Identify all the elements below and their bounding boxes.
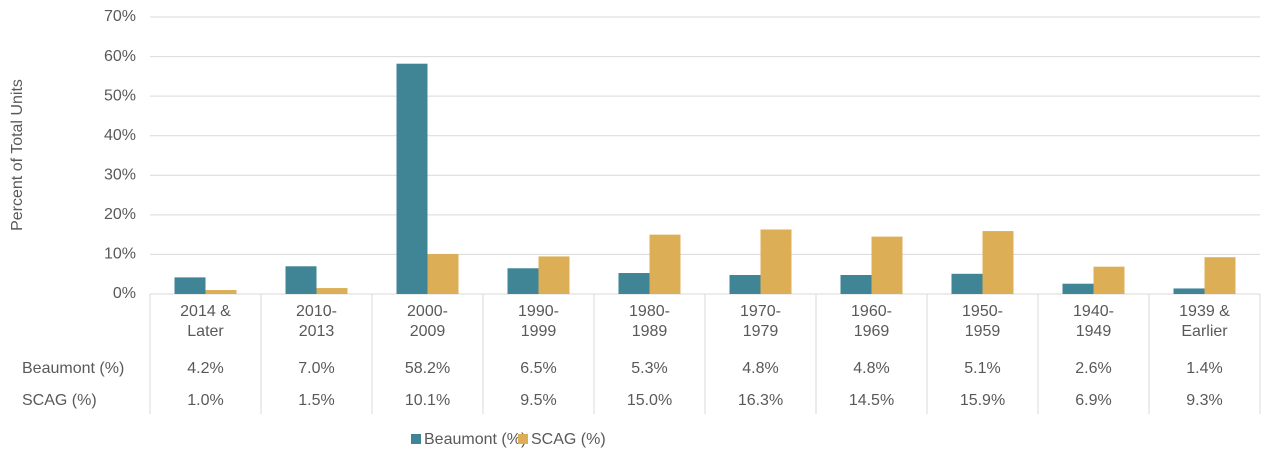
y-tick-label: 50% [104,87,136,104]
table-value: 10.1% [405,392,450,409]
x-tick-label: 2000-2009 [407,303,448,340]
bar [507,268,539,294]
x-tick-label: 1970-1979 [740,303,781,340]
y-axis-label: Percent of Total Units [9,79,26,231]
legend-swatch [411,434,421,444]
table-value: 5.3% [631,360,667,377]
x-tick-label: 1939 & Earlier [1179,303,1230,340]
x-tick-label: 2014 & Later [180,303,231,340]
legend-label: SCAG (%) [531,431,606,448]
table-value: 4.2% [187,360,223,377]
bar [982,231,1014,294]
bar [1173,288,1205,294]
y-tick-label: 70% [104,8,136,25]
table-value: 1.5% [298,392,334,409]
y-tick-label: 40% [104,127,136,144]
table-value: 5.1% [964,360,1000,377]
table-value: 16.3% [738,392,783,409]
bar [760,229,792,294]
y-tick-label: 10% [104,246,136,263]
legend-label: Beaumont (%) [424,431,526,448]
bar [729,275,761,294]
table-value: 14.5% [849,392,894,409]
table-value: 4.8% [742,360,778,377]
x-tick-label: 1960-1969 [851,303,892,340]
bar [840,275,872,294]
x-tick-label: 2010-2013 [296,303,337,340]
y-tick-label: 20% [104,206,136,223]
bar [427,254,459,294]
bar [396,63,428,294]
bar [538,256,570,294]
bar [285,266,317,294]
table-value: 9.3% [1186,392,1222,409]
bar [174,277,206,294]
table-value: 4.8% [853,360,889,377]
table-value: 2.6% [1075,360,1111,377]
table-value: 15.0% [627,392,672,409]
x-tick-label: 1950-1959 [962,303,1003,340]
y-tick-label: 0% [113,285,136,302]
x-tick-label: 1990-1999 [518,303,559,340]
bar [1093,266,1125,294]
bar [951,273,983,294]
y-tick-label: 60% [104,48,136,65]
legend-swatch [518,434,528,444]
table-value: 9.5% [520,392,556,409]
table-row-label: Beaumont (%) [22,360,124,377]
bar [871,236,903,294]
y-tick-label: 30% [104,167,136,184]
table-value: 1.4% [1186,360,1222,377]
table-value: 6.9% [1075,392,1111,409]
x-tick-label: 1940-1949 [1073,303,1114,340]
table-value: 7.0% [298,360,334,377]
bar [316,288,348,294]
table-value: 1.0% [187,392,223,409]
table-value: 15.9% [960,392,1005,409]
table-value: 58.2% [405,360,450,377]
bar [649,234,681,294]
table-row-label: SCAG (%) [22,392,97,409]
bar [1204,257,1236,294]
bar [1062,283,1094,294]
x-tick-label: 1980-1989 [629,303,670,340]
table-value: 6.5% [520,360,556,377]
bar [618,273,650,294]
bar [205,290,237,294]
